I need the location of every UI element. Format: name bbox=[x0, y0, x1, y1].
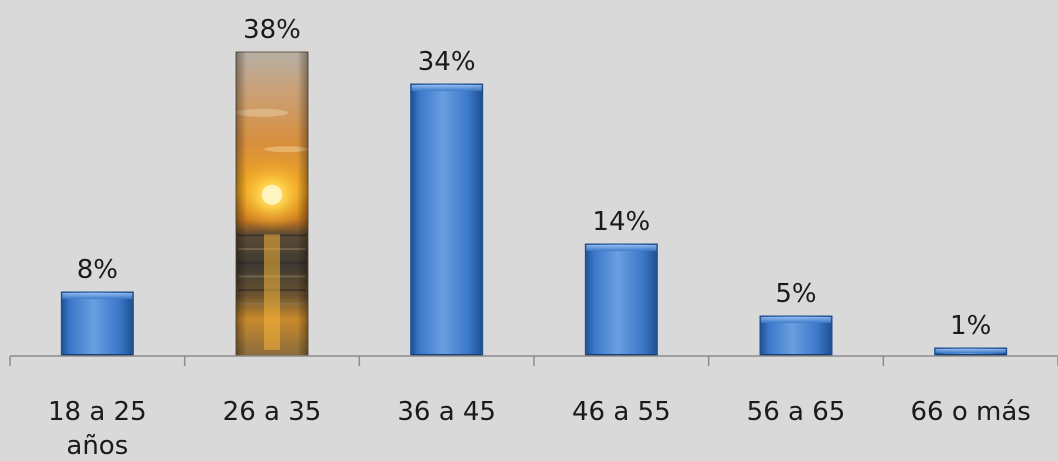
x-tick-label-5: 56 a 65 bbox=[747, 397, 846, 427]
data-labels-layer: 8% 38% 34% 14% 5% 1% bbox=[77, 15, 992, 341]
bar-5 bbox=[759, 315, 833, 357]
x-tick-label-4: 46 a 55 bbox=[572, 397, 671, 427]
bar-6 bbox=[934, 347, 1008, 357]
data-label-4: 14% bbox=[592, 207, 650, 237]
x-axis bbox=[9, 355, 1058, 366]
x-tick-label-1: 18 a 25 años bbox=[48, 397, 147, 461]
bars-layer bbox=[60, 51, 1008, 357]
x-tick-label-6: 66 o más bbox=[911, 397, 1031, 427]
bar-3 bbox=[410, 83, 484, 357]
x-tick-label-2: 26 a 35 bbox=[223, 397, 322, 427]
x-tick-labels: 18 a 25 años 26 a 35 36 a 45 46 a 55 56 a 65 6… bbox=[48, 397, 1031, 461]
bar-2 bbox=[232, 51, 312, 357]
data-label-5: 5% bbox=[775, 279, 816, 309]
data-label-1: 8% bbox=[77, 255, 118, 285]
x-tick-label-3: 36 a 45 bbox=[397, 397, 496, 427]
data-label-2: 38% bbox=[243, 15, 301, 45]
data-label-6: 1% bbox=[950, 311, 991, 341]
data-label-3: 34% bbox=[418, 47, 476, 77]
bar-4 bbox=[584, 243, 658, 357]
bar-1 bbox=[60, 291, 134, 357]
